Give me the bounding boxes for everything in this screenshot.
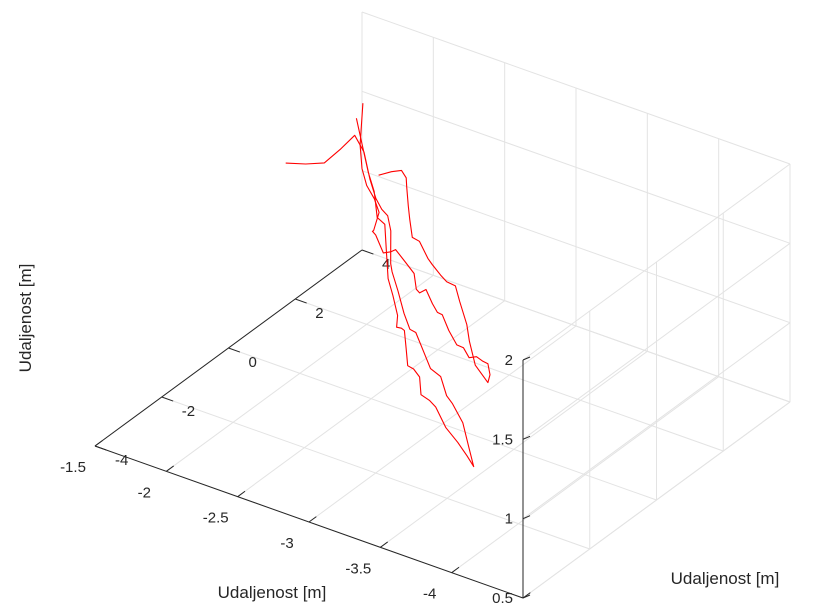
grid-line	[522, 322, 791, 520]
y-tick-label: 2	[315, 305, 323, 322]
x-tick-label: -4	[423, 586, 436, 603]
back-grid-panels	[94, 11, 791, 599]
y-tick-mark	[228, 347, 241, 353]
grid-line	[361, 11, 791, 165]
x-tick-label: -2.5	[203, 510, 229, 527]
x-tick-mark	[166, 465, 174, 472]
y-tick-label: -2	[182, 403, 195, 420]
grid-line	[522, 242, 791, 440]
trajectory-lines	[285, 103, 491, 468]
grid-line	[161, 396, 590, 550]
y-tick-label: 4	[382, 256, 390, 273]
y-axis-label: Udaljenost [m]	[671, 569, 780, 588]
x-tick-label: -3	[280, 535, 293, 552]
x-tick-label: -3.5	[345, 560, 371, 577]
grid-line	[361, 249, 791, 403]
x-axis-label: Udaljenost [m]	[218, 583, 327, 602]
z-axis-label: Udaljenost [m]	[16, 264, 35, 373]
z-tick-mark	[522, 515, 531, 520]
z-tick-mark	[522, 435, 531, 440]
trajectory-line-2	[285, 118, 475, 468]
grid-line	[361, 90, 791, 244]
z-tick-mark	[522, 356, 531, 361]
z-tick-mark	[522, 594, 531, 599]
x-tick-mark	[380, 541, 388, 548]
z-tick-label: 1	[505, 511, 513, 528]
axes	[94, 249, 531, 599]
x-tick-mark	[451, 566, 460, 574]
z-tick-label: 2	[505, 352, 513, 369]
grid-line	[361, 170, 791, 324]
x-tick-label: -1.5	[60, 459, 86, 476]
x-tick-mark	[308, 516, 317, 523]
y-tick-mark	[295, 298, 307, 304]
grid-line	[295, 298, 724, 452]
grid-line	[228, 347, 657, 501]
y-tick-label: -4	[115, 452, 128, 469]
z-tick-label: 1.5	[492, 431, 513, 448]
z-tick-label: 0.5	[492, 590, 513, 607]
x-tick-mark	[237, 490, 246, 498]
trajectory-line-1	[359, 103, 491, 384]
y-tick-mark	[361, 249, 374, 255]
grid-line	[522, 163, 791, 361]
y-tick-mark	[94, 445, 107, 451]
y-tick-label: 0	[249, 354, 257, 371]
x-tick-label: -2	[138, 484, 151, 501]
y-tick-mark	[161, 396, 174, 402]
x-tick-mark	[94, 440, 103, 447]
